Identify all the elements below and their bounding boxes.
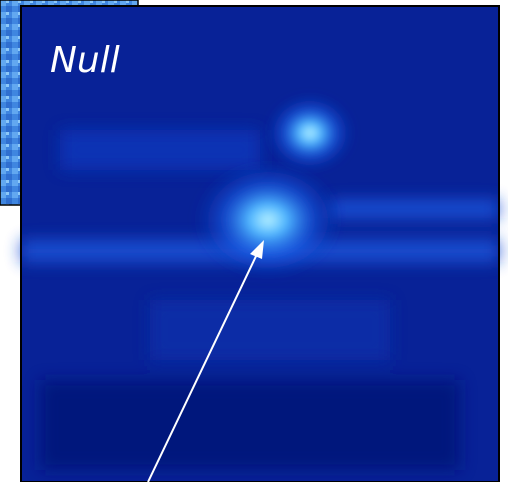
- page: Null (() => { const data = JSON.parse(do…: [0, 0, 508, 482]
- panel-label: Null: [50, 40, 120, 81]
- figure: Null: [0, 0, 508, 482]
